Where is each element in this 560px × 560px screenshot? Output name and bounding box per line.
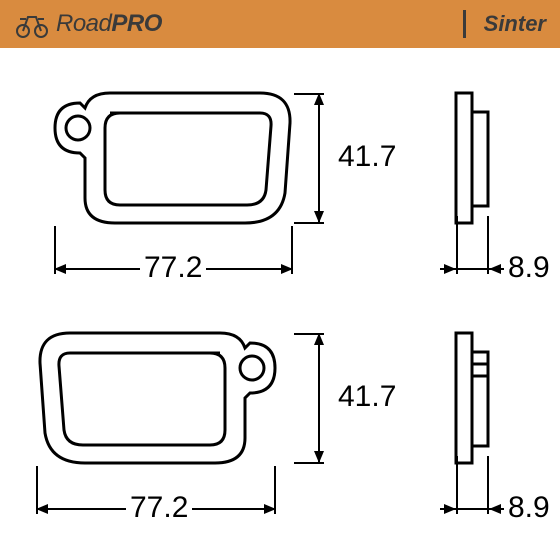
dim-top-width: 77.2 <box>140 251 206 285</box>
arrow-icon <box>36 504 48 514</box>
bottom-pad-front <box>35 318 295 478</box>
dim-bottom-width: 77.2 <box>126 491 192 525</box>
header-bar: RoadPRO Sinter <box>0 0 560 48</box>
dim-top-height: 41.7 <box>334 140 400 174</box>
arrow-icon <box>314 211 324 223</box>
arrow-icon <box>314 93 324 105</box>
arrow-icon <box>281 264 293 274</box>
arrow-icon <box>489 504 501 514</box>
arrow-icon <box>314 451 324 463</box>
arrow-icon <box>444 264 456 274</box>
dim-line <box>318 93 320 223</box>
top-pad-front <box>35 78 295 238</box>
ext-line <box>456 456 458 514</box>
brand-prefix: Road <box>56 10 111 37</box>
header-divider <box>463 10 466 38</box>
arrow-icon <box>54 264 66 274</box>
dim-bottom-thick: 8.9 <box>504 491 554 525</box>
bottom-pad-side <box>448 318 498 478</box>
technical-drawing: 41.7 77.2 8.9 41.7 77.2 <box>0 68 560 560</box>
dim-top-thick: 8.9 <box>504 251 554 285</box>
dim-bottom-height: 41.7 <box>334 380 400 414</box>
brand-logo-icon <box>14 9 50 39</box>
ext-line <box>456 216 458 274</box>
brand-suffix: PRO <box>111 10 162 37</box>
top-pad-side <box>448 78 498 238</box>
arrow-icon <box>444 504 456 514</box>
arrow-icon <box>314 333 324 345</box>
arrow-icon <box>489 264 501 274</box>
subbrand: Sinter <box>484 11 546 37</box>
dim-line <box>318 333 320 463</box>
brand-name: RoadPRO <box>56 10 162 38</box>
arrow-icon <box>264 504 276 514</box>
